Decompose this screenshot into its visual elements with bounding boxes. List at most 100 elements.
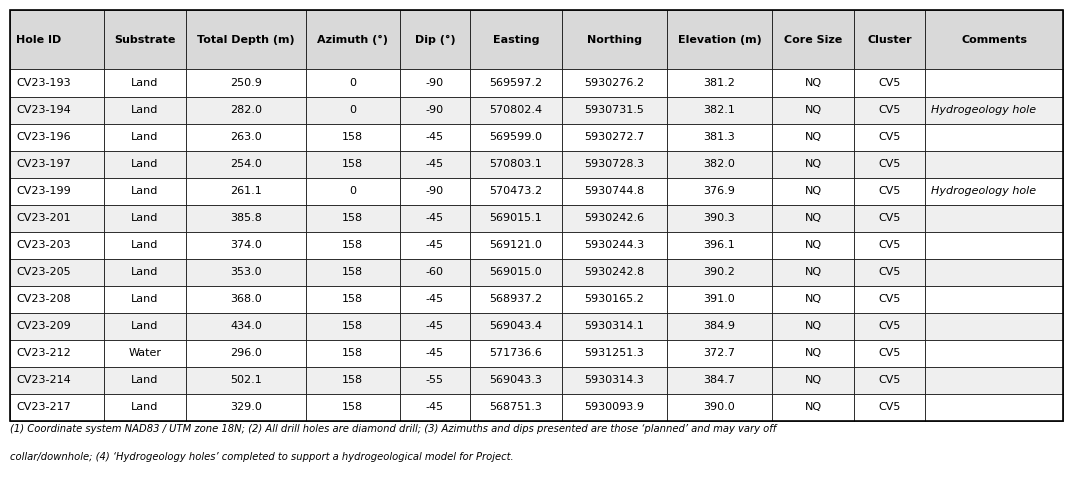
Text: Dip (°): Dip (°)	[414, 35, 455, 45]
Text: 158: 158	[342, 267, 364, 277]
Text: NQ: NQ	[805, 349, 822, 358]
Bar	[104, 150, 186, 177]
Text: Land: Land	[131, 294, 159, 304]
Bar	[104, 259, 186, 286]
Text: 390.0: 390.0	[704, 402, 735, 413]
Bar	[470, 367, 562, 394]
Bar	[10, 394, 104, 421]
Bar	[10, 232, 104, 259]
Bar	[399, 97, 470, 124]
Bar	[562, 286, 666, 313]
Text: 296.0: 296.0	[230, 349, 262, 358]
Text: -45: -45	[426, 240, 444, 250]
Text: 382.1: 382.1	[704, 105, 735, 115]
Bar	[771, 232, 854, 259]
Bar	[470, 313, 562, 340]
Text: 5930728.3: 5930728.3	[584, 159, 645, 169]
Bar	[925, 232, 1063, 259]
Bar	[10, 150, 104, 177]
Bar	[10, 70, 104, 97]
Bar	[306, 70, 399, 97]
Bar	[854, 177, 925, 205]
Text: 570802.4: 570802.4	[489, 105, 543, 115]
Text: 0: 0	[349, 78, 356, 88]
Bar	[470, 340, 562, 367]
Bar	[925, 124, 1063, 150]
Bar	[470, 150, 562, 177]
Text: 158: 158	[342, 402, 364, 413]
Text: Total Depth (m): Total Depth (m)	[197, 35, 295, 45]
Bar	[771, 124, 854, 150]
Text: 381.2: 381.2	[704, 78, 735, 88]
Bar	[925, 259, 1063, 286]
Bar	[562, 340, 666, 367]
Bar	[104, 313, 186, 340]
Text: CV23-214: CV23-214	[16, 376, 71, 386]
Text: CV23-205: CV23-205	[16, 267, 71, 277]
Text: CV23-203: CV23-203	[16, 240, 71, 250]
Text: Hydrogeology hole: Hydrogeology hole	[931, 105, 1037, 115]
Text: Elevation (m): Elevation (m)	[677, 35, 761, 45]
Text: Water: Water	[129, 349, 161, 358]
Bar	[771, 70, 854, 97]
Text: Land: Land	[131, 321, 159, 331]
Text: CV5: CV5	[879, 213, 900, 223]
Text: CV5: CV5	[879, 105, 900, 115]
Text: Land: Land	[131, 240, 159, 250]
Bar	[562, 177, 666, 205]
Text: CV5: CV5	[879, 402, 900, 413]
Text: CV23-212: CV23-212	[16, 349, 71, 358]
Bar	[186, 70, 306, 97]
Bar	[306, 124, 399, 150]
Text: CV23-201: CV23-201	[16, 213, 71, 223]
Bar	[186, 97, 306, 124]
Bar	[771, 367, 854, 394]
Text: CV5: CV5	[879, 159, 900, 169]
Text: Land: Land	[131, 105, 159, 115]
Bar	[666, 205, 771, 232]
Bar	[854, 259, 925, 286]
Text: -60: -60	[426, 267, 444, 277]
Text: CV5: CV5	[879, 349, 900, 358]
Text: NQ: NQ	[805, 78, 822, 88]
Text: -45: -45	[426, 349, 444, 358]
Text: Hole ID: Hole ID	[16, 35, 61, 45]
Text: Land: Land	[131, 376, 159, 386]
Bar	[104, 97, 186, 124]
Bar	[10, 177, 104, 205]
Text: CV23-199: CV23-199	[16, 186, 71, 196]
Bar	[562, 259, 666, 286]
Bar	[925, 313, 1063, 340]
Text: NQ: NQ	[805, 186, 822, 196]
Text: 372.7: 372.7	[704, 349, 735, 358]
Text: CV5: CV5	[879, 132, 900, 142]
Text: 569015.0: 569015.0	[489, 267, 543, 277]
Text: 5930314.3: 5930314.3	[585, 376, 644, 386]
Text: 250.9: 250.9	[230, 78, 262, 88]
Bar	[562, 97, 666, 124]
Text: CV23-194: CV23-194	[16, 105, 71, 115]
Text: 502.1: 502.1	[230, 376, 262, 386]
Bar	[399, 286, 470, 313]
Text: NQ: NQ	[805, 213, 822, 223]
Bar	[470, 286, 562, 313]
Bar	[470, 97, 562, 124]
Bar	[854, 340, 925, 367]
Text: CV5: CV5	[879, 267, 900, 277]
Text: 5930744.8: 5930744.8	[584, 186, 645, 196]
Text: Land: Land	[131, 213, 159, 223]
Text: 5930244.3: 5930244.3	[584, 240, 645, 250]
Text: 158: 158	[342, 132, 364, 142]
Bar	[186, 177, 306, 205]
Bar	[10, 340, 104, 367]
Text: (1) Coordinate system NAD83 / UTM zone 18N; (2) All drill holes are diamond dril: (1) Coordinate system NAD83 / UTM zone 1…	[10, 424, 776, 434]
Bar	[104, 124, 186, 150]
Bar	[399, 124, 470, 150]
Text: -45: -45	[426, 402, 444, 413]
Bar	[562, 205, 666, 232]
Text: CV5: CV5	[879, 321, 900, 331]
Bar	[306, 177, 399, 205]
Bar	[399, 70, 470, 97]
Text: 368.0: 368.0	[230, 294, 262, 304]
Text: NQ: NQ	[805, 267, 822, 277]
